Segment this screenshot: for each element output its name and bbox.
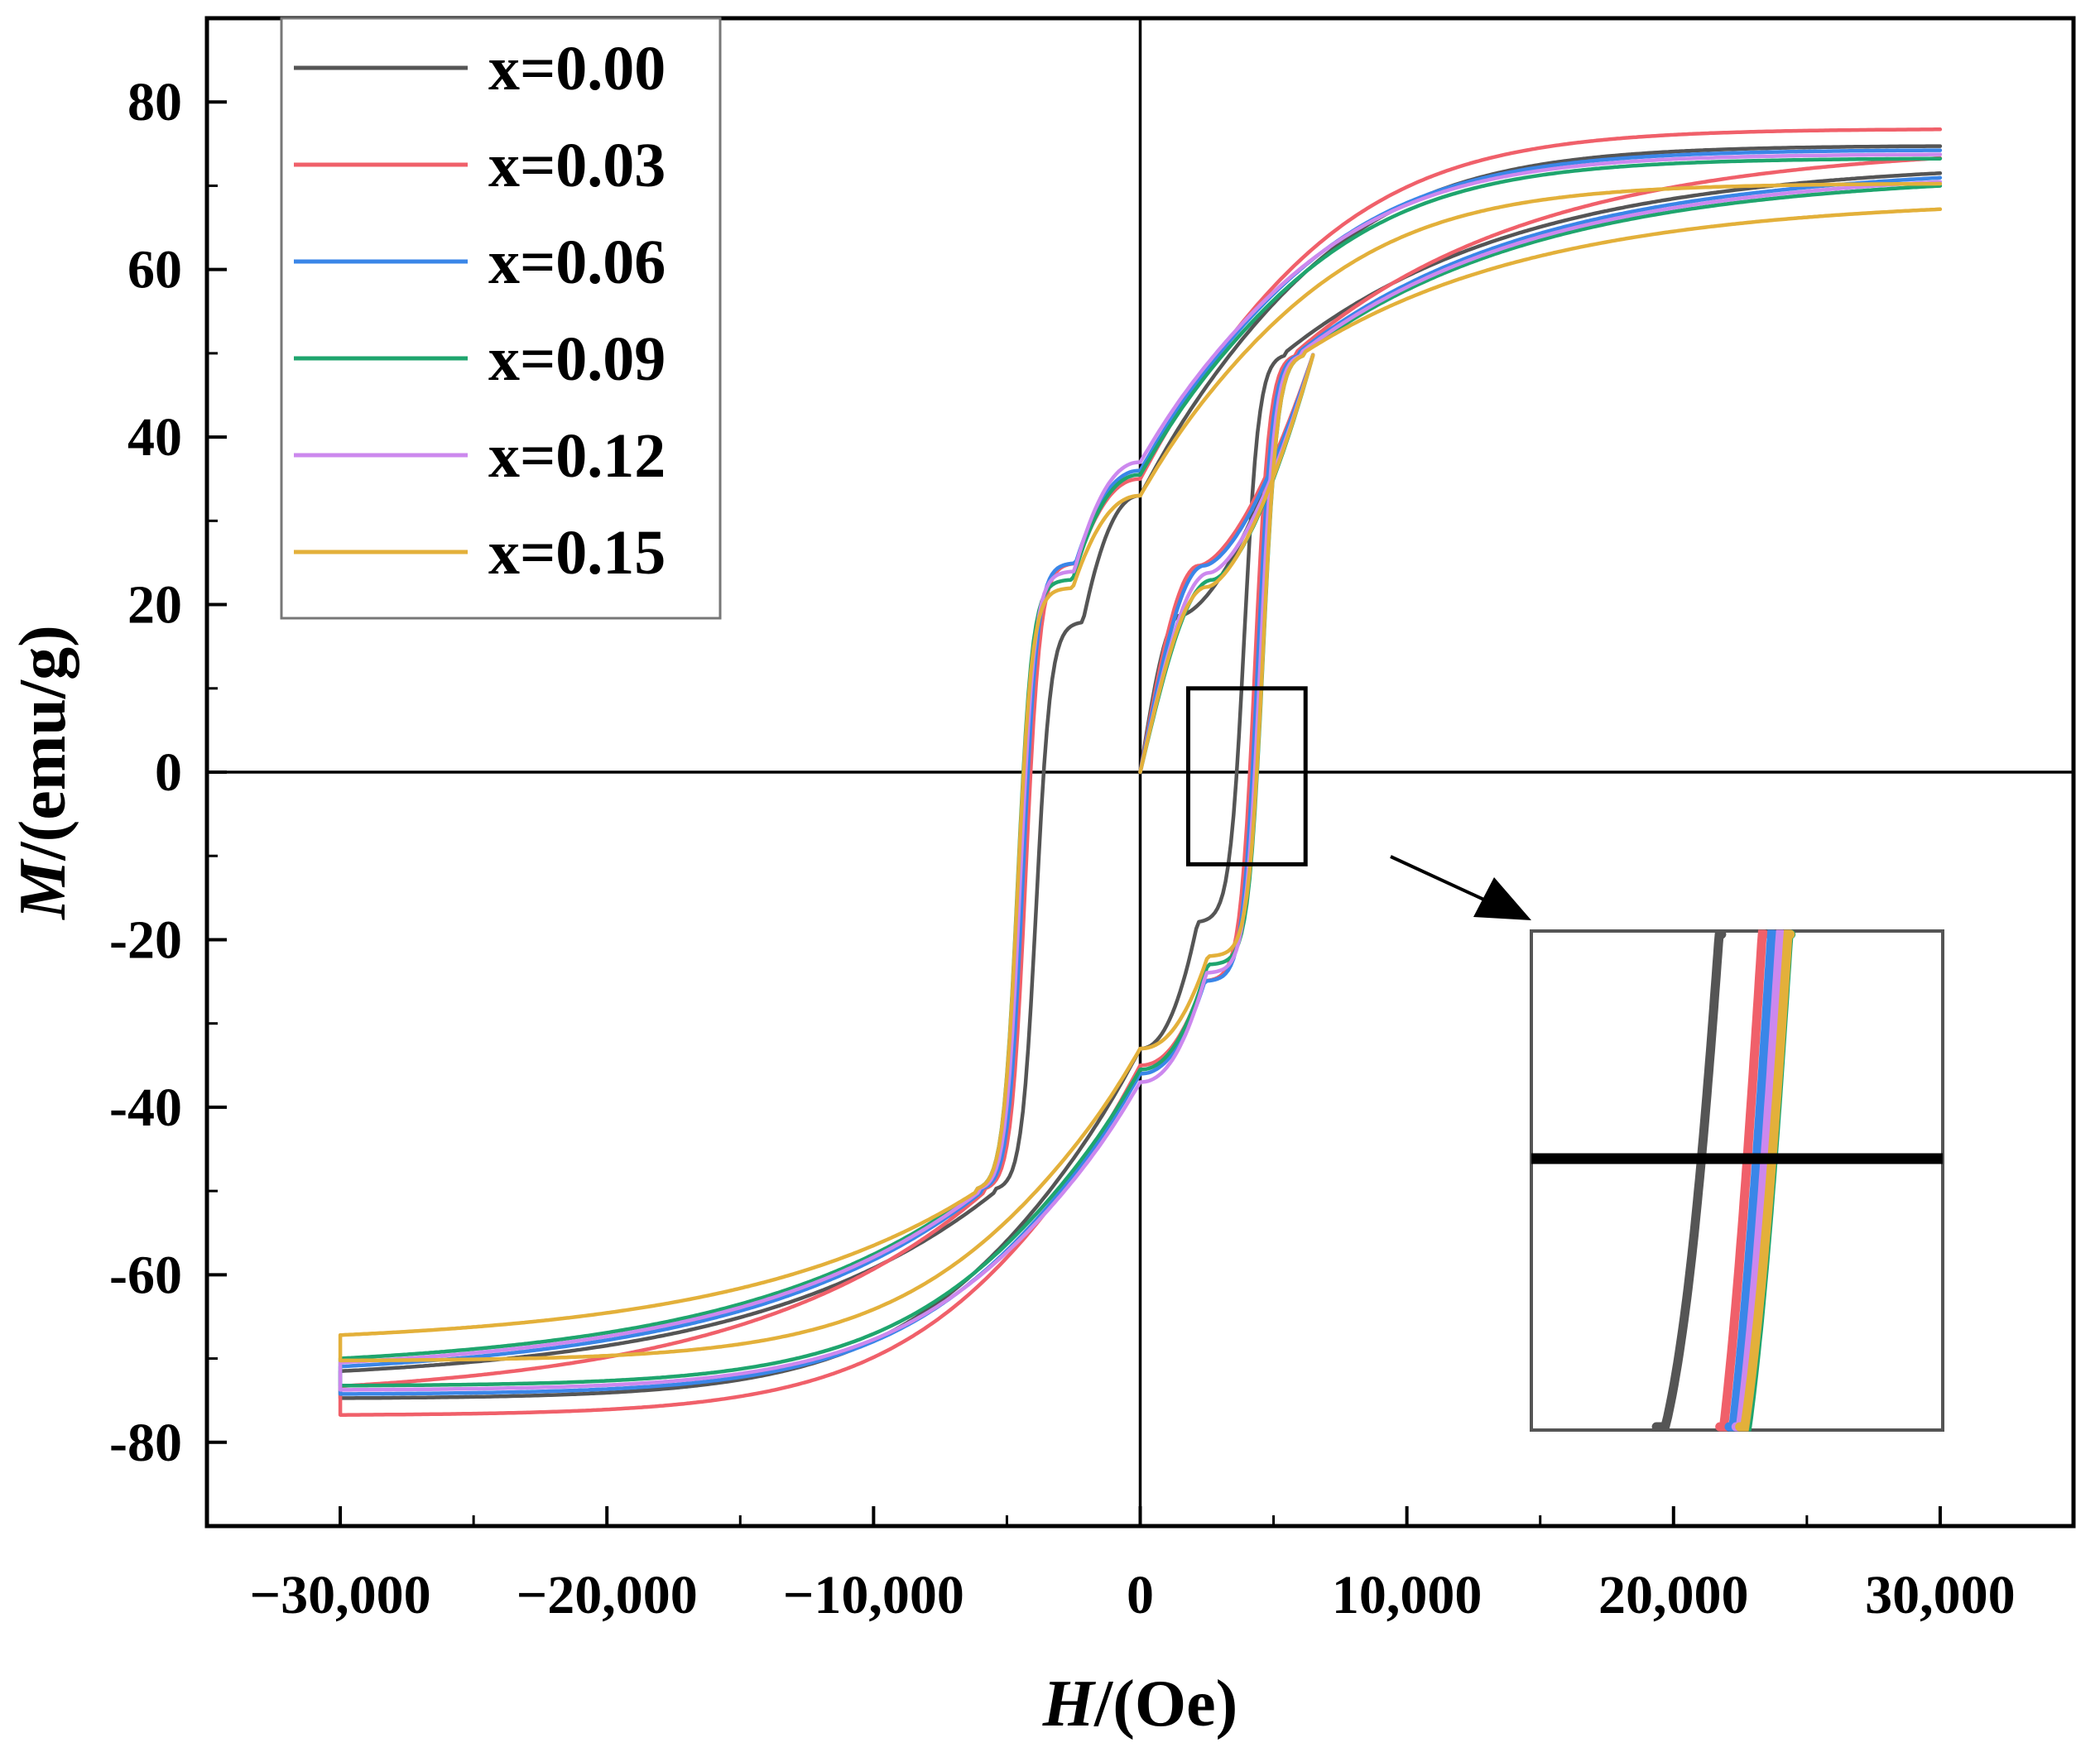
series-loop-x=0.03: [338, 127, 1943, 1417]
y-axis-title-symbol: M: [7, 858, 79, 921]
x-axis-title-symbol: H: [1042, 1668, 1097, 1740]
y-tick-label: 60: [127, 240, 182, 300]
tick-labels: −30,000 −20,000 −10,000 0 10,000 20,000 30,000…: [109, 72, 2016, 1625]
y-tick-label: -40: [109, 1078, 182, 1138]
zoom-inset: [1530, 929, 1944, 1432]
axis-ticks: [207, 100, 1942, 1526]
legend-label: x=0.03: [488, 131, 666, 200]
y-tick-label: 80: [127, 72, 182, 132]
y-tick-label: 0: [155, 742, 182, 803]
legend-box: [280, 17, 722, 620]
y-tick-label: 40: [127, 407, 182, 468]
x-axis-title: H/(Oe): [1042, 1668, 1237, 1740]
x-tick-label: 20,000: [1598, 1565, 1749, 1625]
legend-label: x=0.00: [488, 34, 666, 103]
legend-label: x=0.09: [488, 324, 666, 394]
zoom-region-box: [1185, 686, 1308, 866]
legend: x=0.00 x=0.03 x=0.06 x=0.09 x=0.12 x=0.15: [280, 17, 722, 620]
y-tick-label: 20: [127, 575, 182, 636]
x-axis-title-unit: /(Oe): [1093, 1668, 1237, 1740]
x-tick-label: 0: [1127, 1565, 1154, 1625]
zoom-arrow: [1390, 855, 1531, 920]
y-axis-title: M/(emu/g): [7, 625, 79, 921]
series-virgin-x=0.06: [1138, 353, 1315, 775]
x-tick-label: 10,000: [1332, 1565, 1482, 1625]
legend-label: x=0.06: [488, 228, 666, 297]
arrow-shaft: [1390, 855, 1499, 908]
y-tick-label: -20: [109, 910, 182, 970]
y-tick-label: -80: [109, 1413, 182, 1473]
series-loop-x=0.15: [338, 181, 1943, 1363]
inset-series-x=0.06: [1724, 929, 1779, 1432]
inset-series-x=0.15: [1735, 929, 1795, 1432]
inset-series-x=0.03: [1715, 929, 1770, 1432]
y-tick-label: -60: [109, 1245, 182, 1305]
x-tick-label: −20,000: [517, 1565, 698, 1625]
arrow-head: [1473, 877, 1531, 920]
x-tick-label: −30,000: [250, 1565, 431, 1625]
legend-label: x=0.12: [488, 421, 666, 491]
x-tick-label: −10,000: [783, 1565, 964, 1625]
x-tick-label: 30,000: [1865, 1565, 2016, 1625]
legend-label: x=0.15: [488, 518, 666, 588]
inset-series-x=0.00: [1651, 929, 1727, 1432]
y-axis-title-unit: /(emu/g): [7, 625, 79, 861]
series-loop-x=0.12: [338, 152, 1943, 1392]
series-virgin-x=0.15: [1138, 353, 1315, 775]
inset-series-x=0.12: [1731, 929, 1787, 1432]
series-layer: [338, 127, 1943, 1417]
